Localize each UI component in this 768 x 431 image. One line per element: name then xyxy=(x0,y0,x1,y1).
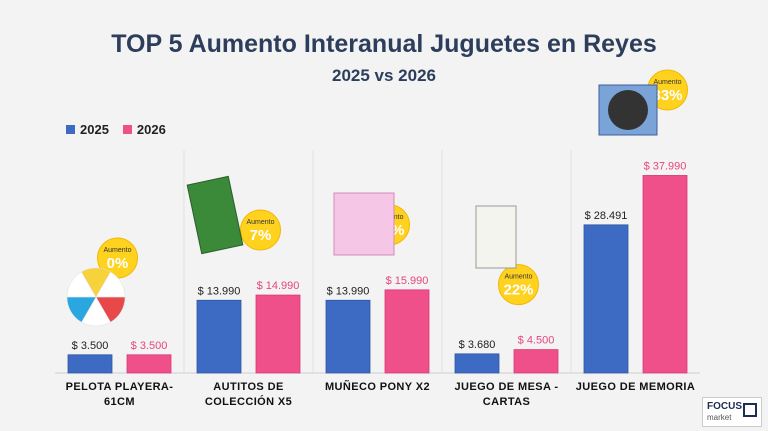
increase-caption-1: Aumento xyxy=(246,219,274,226)
bar-2026-3 xyxy=(513,349,559,374)
pony-box-image xyxy=(333,192,395,256)
increase-value-3: 22% xyxy=(503,282,533,299)
category-label-0: 61CM xyxy=(104,396,135,408)
legend-item-2026: 2026 xyxy=(122,122,166,137)
beach-ball-segment xyxy=(95,271,126,298)
legend-swatch-2025 xyxy=(66,125,75,134)
logo-mark-icon xyxy=(743,403,757,417)
value-label-2026-3: $ 4.500 xyxy=(518,335,555,347)
category-label-3: CARTAS xyxy=(483,396,530,408)
increase-caption-4: Aumento xyxy=(653,79,681,86)
value-label-2025-2: $ 13.990 xyxy=(327,285,370,297)
logo-name: FOCUS xyxy=(707,401,742,412)
value-label-2026-4: $ 37.990 xyxy=(644,160,687,172)
increase-bubble-1 xyxy=(240,209,281,251)
value-label-2026-0: $ 3.500 xyxy=(131,340,168,352)
value-label-2026-2: $ 15.990 xyxy=(386,275,429,287)
category-label-2: MUÑECO PONY X2 xyxy=(325,380,430,393)
bar-2025-2 xyxy=(325,299,371,374)
value-label-2025-3: $ 3.680 xyxy=(459,339,496,351)
bar-2026-4 xyxy=(642,175,688,374)
bar-2026-1 xyxy=(255,294,301,374)
bar-2025-1 xyxy=(196,299,242,374)
bar-2025-3 xyxy=(454,353,500,374)
increase-bubble-3 xyxy=(498,264,539,306)
logo-sub: market xyxy=(707,413,732,422)
increase-caption-3: Aumento xyxy=(504,274,532,281)
increase-value-4: 33% xyxy=(652,87,682,104)
memory-game-disc xyxy=(608,90,648,130)
bar-2025-0 xyxy=(67,354,113,374)
legend-label-2026: 2026 xyxy=(136,122,166,137)
chart-subtitle: 2025 vs 2026 xyxy=(332,66,436,85)
chart-title: TOP 5 Aumento Interanual Juguetes en Rey… xyxy=(111,30,657,58)
category-label-3: JUEGO DE MESA - xyxy=(455,381,559,393)
value-label-2026-1: $ 14.990 xyxy=(257,280,300,292)
focus-market-logo: FOCUS market xyxy=(702,397,762,427)
category-label-1: COLECCIÓN X5 xyxy=(205,395,292,408)
value-label-2025-1: $ 13.990 xyxy=(198,285,241,297)
value-label-2025-4: $ 28.491 xyxy=(585,210,628,222)
bar-2026-2 xyxy=(384,289,430,374)
category-label-0: PELOTA PLAYERA- xyxy=(66,381,174,393)
increase-caption-0: Aumento xyxy=(103,247,131,254)
increase-value-1: 7% xyxy=(250,227,272,244)
value-label-2025-0: $ 3.500 xyxy=(72,340,109,352)
cars-box-image xyxy=(186,175,244,255)
bar-2025-4 xyxy=(583,224,629,374)
bar-2026-0 xyxy=(126,354,172,374)
legend-swatch-2026 xyxy=(122,125,132,134)
category-label-1: AUTITOS DE xyxy=(213,381,283,393)
increase-value-0: 0% xyxy=(107,255,129,272)
legend-item-2025: 2025 xyxy=(66,122,109,137)
legend-label-2025: 2025 xyxy=(80,122,109,137)
cards-box-image xyxy=(475,205,517,269)
category-label-4: JUEGO DE MEMORIA xyxy=(576,381,695,393)
legend: 2025 2026 xyxy=(66,122,166,137)
